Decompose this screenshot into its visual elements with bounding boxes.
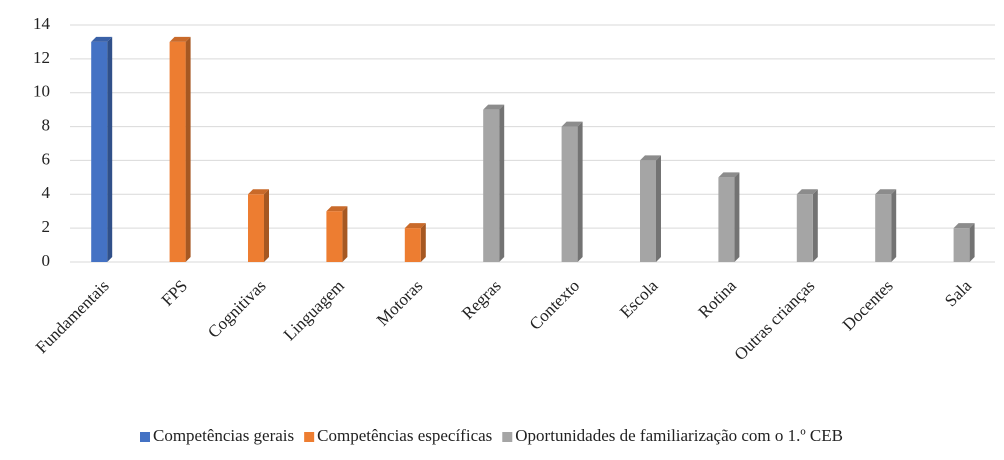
bar-top xyxy=(248,189,269,195)
bar-side xyxy=(264,189,269,262)
bar-top xyxy=(483,104,505,110)
x-tick-label: Cognitivas xyxy=(204,276,270,342)
bar-top xyxy=(404,223,426,229)
legend-swatch xyxy=(140,432,150,442)
bar-side xyxy=(656,155,661,262)
x-tick-label: Linguagem xyxy=(280,276,348,344)
x-tick-label: Outras crianças xyxy=(731,276,819,364)
x-tick-label: Contexto xyxy=(526,276,584,334)
bar-side xyxy=(969,223,975,262)
bar-top xyxy=(718,172,740,178)
bar xyxy=(248,194,264,262)
x-tick-label: Fundamentais xyxy=(32,276,113,357)
bar xyxy=(483,109,500,263)
bar xyxy=(953,228,970,262)
bar-top xyxy=(796,189,818,195)
bar-side xyxy=(420,223,426,262)
y-tick-label: 12 xyxy=(33,48,50,67)
bar-side xyxy=(891,189,897,262)
y-tick-label: 10 xyxy=(33,82,50,101)
bar xyxy=(796,194,813,262)
y-tick-label: 14 xyxy=(33,14,51,33)
bar xyxy=(326,211,343,262)
x-tick-label: FPS xyxy=(158,276,191,309)
x-tick-label: Motoras xyxy=(373,276,427,330)
legend-swatch xyxy=(304,432,315,442)
bar-side xyxy=(734,172,740,262)
x-tick-label: Escola xyxy=(616,276,662,322)
bar xyxy=(404,228,421,262)
legend-label: Oportunidades de familiarização com o 1.… xyxy=(515,426,843,445)
x-tick-label: Docentes xyxy=(839,276,897,334)
bar-top xyxy=(169,36,191,42)
bar xyxy=(640,160,656,262)
y-tick-label: 4 xyxy=(42,183,51,202)
bar-top xyxy=(953,223,975,229)
y-tick-label: 2 xyxy=(42,217,51,236)
bar xyxy=(91,41,108,262)
bar-top xyxy=(561,121,583,127)
bar-side xyxy=(107,36,113,262)
x-tick-label: Regras xyxy=(458,276,505,323)
bar-top xyxy=(640,155,661,161)
bar-top xyxy=(326,206,348,212)
bar-side xyxy=(499,104,505,263)
legend-swatch xyxy=(502,432,513,442)
bar xyxy=(718,177,735,262)
legend-label: Competências específicas xyxy=(317,426,492,445)
y-tick-label: 6 xyxy=(42,149,51,168)
bar xyxy=(875,194,892,262)
bar-side xyxy=(577,121,583,262)
x-tick-label: Rotina xyxy=(694,276,740,322)
bar-side xyxy=(812,189,818,262)
y-tick-label: 8 xyxy=(42,115,51,134)
bar-side xyxy=(342,206,348,262)
y-tick-label: 0 xyxy=(42,251,51,270)
bar-top xyxy=(875,189,897,195)
legend-label: Competências gerais xyxy=(153,426,294,445)
x-tick-label: Sala xyxy=(941,276,975,310)
bar-side xyxy=(185,36,191,262)
bar xyxy=(561,126,578,262)
bar-top xyxy=(91,36,113,42)
bar xyxy=(169,41,186,262)
